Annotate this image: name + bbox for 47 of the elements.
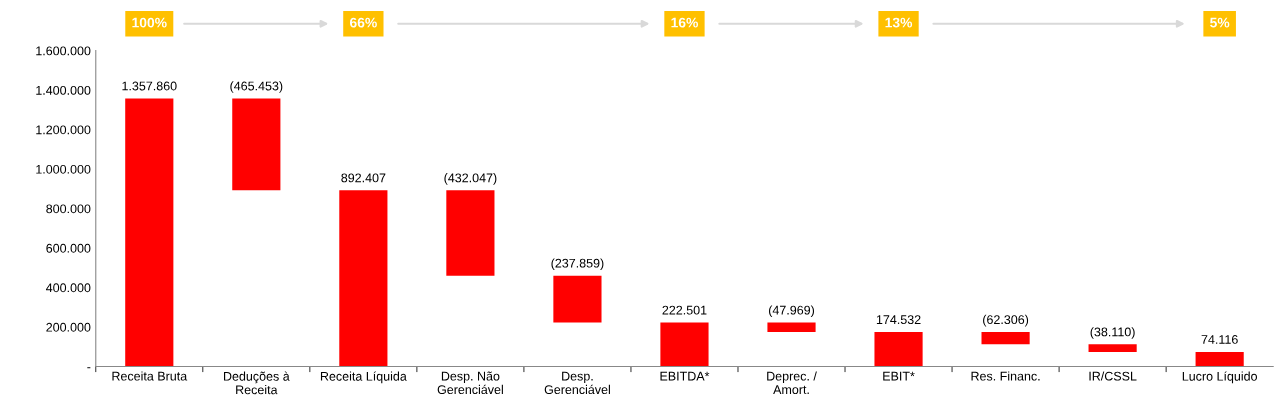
y-tick-label: - — [87, 367, 91, 369]
data-label: (47.969) — [769, 305, 815, 318]
x-tick-label: Lucro Líquido — [1182, 371, 1258, 384]
x-tick-label: Receita Bruta — [112, 371, 188, 381]
bar — [125, 98, 174, 367]
y-tick-label: 1.600.000 — [36, 46, 91, 56]
y-tick-label: 1.400.000 — [36, 85, 91, 95]
data-label: (62.306) — [983, 314, 1029, 327]
data-label: 174.532 — [876, 315, 921, 325]
y-tick-label: 800.000 — [46, 204, 91, 214]
data-label: 74.116 — [1201, 335, 1238, 344]
text: 13% — [885, 17, 913, 28]
bar — [874, 332, 923, 367]
x-tick-label: Deduções à Receita — [224, 371, 290, 395]
x-tick-label: Deprec. / Amort. — [767, 371, 817, 395]
y-tick-label: 600.000 — [46, 243, 91, 253]
x-tick-label: EBITDA* — [660, 371, 710, 381]
bar — [446, 190, 495, 276]
bar — [1088, 344, 1137, 352]
y-tick-label: 400.000 — [46, 283, 91, 293]
bar — [767, 322, 816, 333]
data-label: 1.357.860 — [122, 81, 177, 91]
y-tick-label: 200.000 — [46, 322, 91, 332]
bar — [339, 190, 388, 367]
x-tick-label: Desp. Gerenciável — [544, 371, 610, 395]
bar — [1195, 351, 1244, 367]
x-tick-label: Receita Líquida — [320, 371, 407, 384]
data-label: (432.047) — [444, 173, 497, 185]
text: 5% — [1210, 17, 1230, 28]
text: 16% — [671, 17, 699, 28]
bar — [553, 275, 602, 323]
y-tick-label: 1.200.000 — [36, 125, 91, 135]
data-label: 892.407 — [341, 173, 386, 183]
bar — [981, 332, 1030, 345]
y-tick-label: 1.000.000 — [36, 164, 91, 174]
data-label: (465.453) — [230, 81, 283, 93]
x-tick-label: Res. Financ. — [971, 371, 1040, 381]
x-tick-label: IR/CSSL — [1089, 371, 1137, 381]
x-tick-label: EBIT* — [883, 371, 915, 381]
text: 66% — [349, 17, 377, 28]
data-label: 222.501 — [662, 305, 707, 315]
bar — [660, 322, 709, 367]
text: 100% — [132, 17, 167, 28]
data-label: (237.859) — [551, 258, 604, 271]
x-tick-label: Desp. Não Gerenciável — [437, 371, 503, 395]
bar — [232, 98, 281, 191]
data-label: (38.110) — [1090, 327, 1135, 339]
